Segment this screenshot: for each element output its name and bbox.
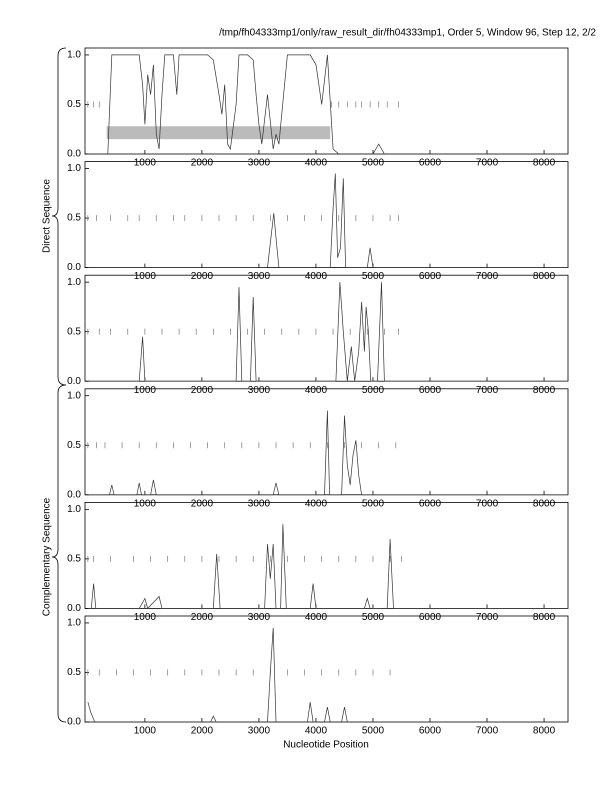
x-tick-label: 3000 [248,498,271,509]
x-tick-label: 8000 [533,271,556,282]
x-tick-label: 3000 [248,385,271,396]
x-tick-label: 4000 [305,385,328,396]
x-tick-label: 4000 [305,158,328,169]
x-tick-label: 8000 [533,726,556,737]
y-tick-label: 0.0 [67,376,81,387]
plot-frame [84,274,569,382]
y-tick-label: 0.5 [67,554,81,565]
plot-frame [84,47,569,155]
y-tick-label: 0.5 [67,667,81,678]
x-tick-label: 6000 [419,498,442,509]
x-tick-label: 3000 [248,271,271,282]
x-tick-label: 2000 [191,726,214,737]
x-tick-label: 7000 [476,726,499,737]
y-tick-label: 1.0 [67,277,81,288]
y-tick-label: 0.0 [67,603,81,614]
x-tick-label: 7000 [476,271,499,282]
y-tick-label: 0.0 [67,262,81,273]
x-tick-label: 6000 [419,158,442,169]
gene-region [106,126,331,140]
x-tick-label: 1000 [134,271,157,282]
y-tick-label: 1.0 [67,618,81,629]
score-line [87,524,568,610]
y-tick-label: 1.0 [67,50,81,61]
x-tick-label: 2000 [191,612,214,623]
x-tick-label: 5000 [362,726,385,737]
x-tick-label: 1000 [134,158,157,169]
y-tick-label: 0.5 [67,440,81,451]
y-tick-label: 1.0 [67,390,81,401]
y-tick-label: 0.0 [67,717,81,728]
y-tick-label: 0.5 [67,213,81,224]
x-tick-label: 5000 [362,498,385,509]
x-tick-label: 4000 [305,612,328,623]
plot-frame [84,161,569,269]
x-tick-label: 5000 [362,612,385,623]
x-tick-label: 2000 [191,158,214,169]
x-tick-label: 8000 [533,612,556,623]
x-tick-label: 7000 [476,385,499,396]
x-tick-label: 1000 [134,612,157,623]
group-label: Direct Sequence [42,179,53,253]
x-tick-label: 8000 [533,385,556,396]
x-tick-label: 1000 [134,498,157,509]
y-tick-label: 1.0 [67,163,81,174]
x-tick-label: 3000 [248,612,271,623]
plot-frame [84,388,569,496]
group-brace [51,384,67,723]
score-line [87,54,568,155]
x-tick-label: 6000 [419,612,442,623]
score-line [87,173,568,268]
x-tick-label: 1000 [134,385,157,396]
x-tick-label: 3000 [248,726,271,737]
x-tick-label: 2000 [191,498,214,509]
group-label: Complementary Sequence [42,497,53,616]
x-tick-label: 6000 [419,385,442,396]
x-tick-label: 8000 [533,158,556,169]
x-tick-label: 6000 [419,726,442,737]
x-tick-label: 7000 [476,498,499,509]
plot-frame [84,615,569,723]
score-line [87,410,568,496]
x-tick-label: 4000 [305,498,328,509]
x-axis-label: Nucleotide Position [283,740,369,751]
x-tick-label: 4000 [305,726,328,737]
x-tick-label: 8000 [533,498,556,509]
x-tick-label: 2000 [191,271,214,282]
x-tick-label: 4000 [305,271,328,282]
x-tick-label: 7000 [476,612,499,623]
plot-frame [84,501,569,609]
y-tick-label: 0.5 [67,326,81,337]
y-tick-label: 0.0 [67,489,81,500]
x-tick-label: 5000 [362,271,385,282]
page-title: /tmp/fh04333mp1/only/raw_result_dir/fh04… [219,28,596,39]
group-brace [51,47,67,386]
x-tick-label: 5000 [362,158,385,169]
x-tick-label: 3000 [248,158,271,169]
score-line [87,627,568,723]
y-tick-label: 1.0 [67,504,81,515]
x-tick-label: 5000 [362,385,385,396]
score-line [87,282,568,382]
x-tick-label: 6000 [419,271,442,282]
y-tick-label: 0.5 [67,99,81,110]
x-tick-label: 7000 [476,158,499,169]
y-tick-label: 0.0 [67,149,81,160]
x-tick-label: 2000 [191,385,214,396]
x-tick-label: 1000 [134,726,157,737]
